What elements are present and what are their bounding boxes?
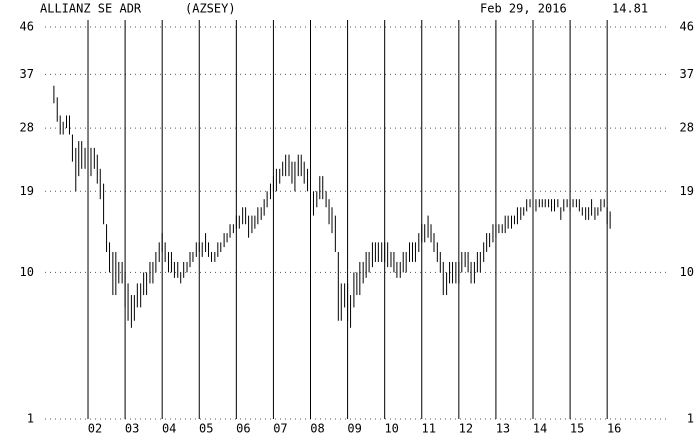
y-tick-label-right: 37 (680, 67, 694, 81)
x-tick-label: 03 (125, 422, 139, 436)
x-tick-label: 14 (533, 422, 547, 436)
x-tick-label: 07 (273, 422, 287, 436)
symbol: (AZSEY) (185, 2, 236, 16)
x-tick-label: 15 (570, 422, 584, 436)
y-tick-label-right: 28 (680, 121, 694, 135)
y-tick-label-right: 19 (680, 184, 694, 198)
date: Feb 29, 2016 (480, 2, 567, 16)
x-tick-label: 08 (310, 422, 324, 436)
x-tick-label: 06 (236, 422, 250, 436)
y-tick-label: 1 (27, 412, 34, 426)
x-tick-label: 13 (496, 422, 510, 436)
x-tick-label: 05 (199, 422, 213, 436)
x-tick-label: 04 (162, 422, 176, 436)
y-tick-label: 46 (20, 20, 34, 34)
y-tick-label: 37 (20, 67, 34, 81)
y-tick-label-right: 46 (680, 20, 694, 34)
x-tick-label: 09 (347, 422, 361, 436)
last-price: 14.81 (612, 2, 648, 16)
chart-title: ALLIANZ SE ADR (40, 2, 142, 16)
y-tick-label: 28 (20, 121, 34, 135)
y-tick-label: 19 (20, 184, 34, 198)
x-tick-label: 02 (88, 422, 102, 436)
y-tick-label-right: 10 (680, 265, 694, 279)
x-tick-label: 16 (607, 422, 621, 436)
x-tick-label: 10 (384, 422, 398, 436)
x-tick-label: 12 (459, 422, 473, 436)
x-tick-label: 11 (422, 422, 436, 436)
y-tick-label-right: 1 (687, 412, 694, 426)
y-tick-label: 10 (20, 265, 34, 279)
